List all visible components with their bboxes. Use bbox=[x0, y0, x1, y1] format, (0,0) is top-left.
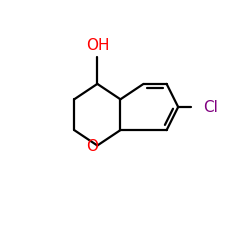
Text: OH: OH bbox=[86, 38, 110, 54]
Text: Cl: Cl bbox=[203, 100, 218, 114]
Text: O: O bbox=[86, 139, 98, 154]
